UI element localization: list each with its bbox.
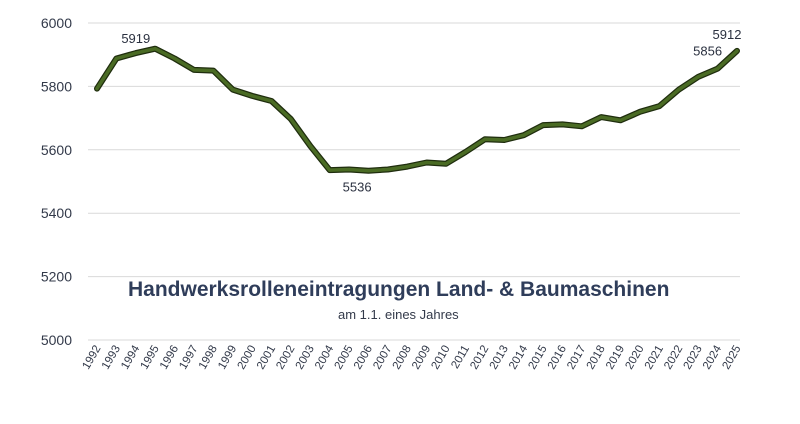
- x-axis-ticks: 1992199319941995199619971998199920002001…: [80, 343, 743, 372]
- x-tick-label: 2003: [294, 344, 317, 372]
- x-tick-label: 2023: [682, 344, 705, 372]
- data-point: [153, 47, 157, 51]
- x-tick-label: 2015: [526, 344, 549, 372]
- data-label-1994: 5919: [121, 31, 150, 46]
- x-tick-label: 1992: [80, 344, 103, 372]
- x-tick-label: 2001: [255, 344, 278, 372]
- x-tick-label: 1994: [119, 343, 142, 372]
- data-label-2005: 5536: [343, 179, 372, 194]
- x-tick-label: 1993: [100, 344, 123, 372]
- data-label-2025: 5912: [713, 27, 742, 42]
- data-point: [308, 144, 312, 148]
- y-axis-ticks: 5000 5200 5400 5600 5800 6000: [41, 15, 72, 348]
- data-point: [638, 110, 642, 114]
- data-point: [231, 87, 235, 92]
- y-tick-label: 5600: [41, 142, 72, 158]
- data-labels: 5919 5536 5856 5912: [121, 27, 741, 195]
- x-tick-label: 1995: [139, 344, 162, 372]
- x-tick-label: 2006: [352, 344, 375, 372]
- x-tick-label: 2013: [488, 343, 511, 371]
- x-tick-label: 2022: [662, 344, 685, 372]
- x-tick-label: 2018: [585, 344, 608, 372]
- x-tick-label: 2014: [507, 343, 530, 372]
- x-tick-label: 2016: [546, 344, 569, 372]
- data-point: [134, 51, 138, 55]
- x-tick-label: 1998: [197, 344, 220, 372]
- grid-lines: [88, 22, 740, 341]
- data-point: [386, 167, 390, 172]
- x-tick-label: 2002: [274, 344, 297, 372]
- x-tick-label: 2017: [565, 344, 588, 372]
- data-point: [95, 87, 99, 91]
- data-point: [405, 165, 409, 169]
- x-tick-label: 1999: [216, 344, 239, 372]
- data-point: [522, 133, 526, 137]
- x-tick-label: 2024: [701, 343, 724, 372]
- series-line-path: [95, 46, 739, 173]
- x-tick-label: 1996: [158, 344, 181, 372]
- x-tick-label: 2004: [313, 343, 336, 372]
- data-label-2024: 5856: [693, 44, 722, 59]
- data-point: [463, 150, 468, 154]
- data-point: [599, 115, 603, 119]
- data-point: [444, 162, 448, 166]
- data-point: [560, 122, 565, 127]
- data-point: [716, 67, 720, 71]
- x-tick-label: 2019: [604, 344, 627, 372]
- y-tick-label: 5000: [41, 332, 72, 348]
- data-point: [696, 75, 700, 79]
- data-point: [677, 87, 681, 92]
- data-point: [347, 167, 351, 172]
- y-tick-label: 5200: [41, 269, 72, 285]
- data-point: [328, 168, 332, 172]
- chart-subtitle: am 1.1. eines Jahres: [338, 307, 459, 322]
- data-point: [366, 169, 371, 173]
- data-point: [114, 56, 118, 61]
- x-tick-label: 2010: [429, 344, 452, 372]
- x-tick-label: 2012: [468, 344, 491, 372]
- series-line: [94, 45, 740, 174]
- data-point: [250, 94, 254, 98]
- data-point: [580, 124, 584, 128]
- x-tick-label: 2009: [410, 344, 433, 372]
- x-tick-label: 2025: [720, 344, 743, 372]
- data-point: [657, 104, 662, 108]
- x-tick-label: 2005: [333, 344, 356, 372]
- x-tick-label: 2008: [391, 344, 414, 372]
- data-point: [619, 118, 623, 122]
- y-tick-label: 5800: [41, 78, 72, 94]
- x-tick-label: 1997: [177, 344, 200, 372]
- y-tick-label: 6000: [41, 15, 72, 31]
- data-point: [541, 123, 545, 127]
- x-tick-label: 2020: [623, 344, 646, 372]
- data-point: [172, 56, 177, 61]
- data-point: [735, 49, 739, 53]
- data-point: [211, 68, 215, 73]
- x-tick-label: 2021: [643, 344, 666, 372]
- data-point: [425, 160, 429, 165]
- y-tick-label: 5400: [41, 205, 72, 221]
- data-point: [483, 137, 487, 141]
- x-tick-label: 2007: [371, 344, 394, 372]
- data-point: [192, 68, 196, 72]
- data-point: [289, 117, 293, 121]
- x-tick-label: 2000: [236, 344, 259, 372]
- chart-title: Handwerksrolleneintragungen Land- & Baum…: [128, 278, 670, 301]
- data-point: [269, 99, 274, 103]
- data-point: [502, 138, 506, 142]
